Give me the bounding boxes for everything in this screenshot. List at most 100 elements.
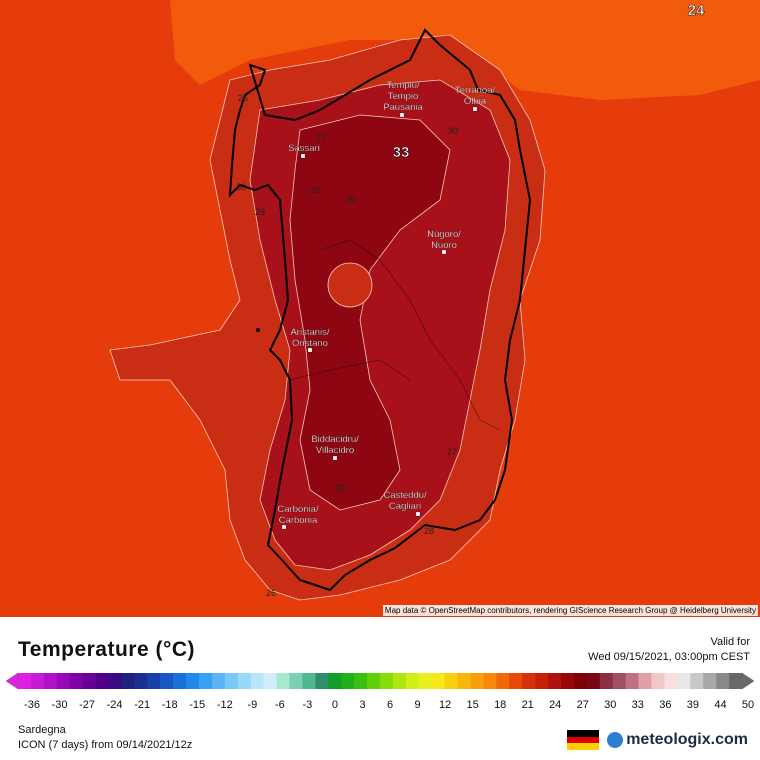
city-nuoro: Nùgoro/ Nuoro <box>427 229 461 255</box>
scale-swatch <box>211 673 226 689</box>
valid-time: Wed 09/15/2021, 03:00pm CEST <box>588 651 750 663</box>
scale-swatch <box>380 673 394 689</box>
scale-swatch <box>586 673 601 689</box>
scale-swatch <box>535 673 549 689</box>
city-marker <box>281 524 287 530</box>
scale-tick-label: -21 <box>134 699 150 710</box>
scale-tick-label: 0 <box>332 699 338 710</box>
scale-swatch <box>405 673 420 689</box>
scale-swatch <box>470 673 484 689</box>
valid-label: Valid for <box>710 636 750 648</box>
scale-tick-label: 50 <box>742 699 754 710</box>
city-label-line: Casteddu/ <box>383 490 427 501</box>
scale-swatch <box>599 673 614 689</box>
contour-label: 26 <box>238 93 248 103</box>
city-marker <box>441 249 447 255</box>
map-attribution[interactable]: Map data © OpenStreetMap contributors, r… <box>382 605 758 616</box>
contour-label: 30 <box>448 126 458 136</box>
brand-logo: meteologix.com <box>607 731 748 749</box>
scale-swatch <box>573 673 588 689</box>
scale-tick-label: -6 <box>275 699 285 710</box>
scale-tick-label: -18 <box>162 699 178 710</box>
city-label-line: Oristano <box>292 338 328 349</box>
scale-swatch <box>18 673 32 689</box>
city-villacidro: Biddacidru/ Villacidro <box>311 434 359 461</box>
city-label-line: Sassari <box>288 143 320 154</box>
scale-tick-label: 24 <box>549 699 561 710</box>
city-label-line: Olbia <box>464 96 487 107</box>
scale-swatch <box>121 673 135 689</box>
scale-swatch <box>108 673 122 689</box>
contour-label: 28 <box>424 526 434 536</box>
region-border <box>319 239 501 431</box>
scale-swatch <box>367 673 381 689</box>
scale-tick-label: 15 <box>466 699 478 710</box>
scale-tick-label: 3 <box>359 699 365 710</box>
city-label-line: Tempio <box>388 91 419 102</box>
scale-tick-label: -24 <box>107 699 123 710</box>
scale-swatch <box>703 673 717 689</box>
scale-left-arrow <box>5 672 19 690</box>
contour-label: 30 <box>335 483 345 493</box>
city-marker <box>300 153 306 159</box>
scale-tick-label: 44 <box>714 699 726 710</box>
brand-block[interactable]: meteologix.com <box>567 730 748 751</box>
contour-label: 30 <box>310 185 320 195</box>
scale-swatch <box>548 673 562 689</box>
scale-tick-label: -15 <box>189 699 205 710</box>
scale-swatch <box>690 673 704 689</box>
city-label-line: Biddacidru/ <box>311 434 359 445</box>
scale-swatch <box>302 673 316 689</box>
city-label-line: Carbonia <box>279 515 318 526</box>
scale-tick-label: -30 <box>52 699 68 710</box>
scale-swatch <box>147 673 161 689</box>
scale-swatch <box>186 673 200 689</box>
city-label-line: Nuoro <box>431 240 457 251</box>
scale-tick-label: 30 <box>604 699 616 710</box>
scale-tick-label: -36 <box>24 699 40 710</box>
scale-swatch <box>43 673 58 689</box>
scale-swatch <box>224 673 239 689</box>
scale-swatch <box>716 673 730 689</box>
temperature-map: 33 24 27 30 30 29 30 27 30 28 26 26 30 T… <box>0 0 760 617</box>
city-sassari: Sassari <box>288 143 320 159</box>
scale-swatch <box>354 673 368 689</box>
scale-swatch <box>30 673 45 689</box>
city-olbia: Terranoa/ Olbia <box>455 85 496 112</box>
scale-swatch <box>315 673 329 689</box>
city-label-line: Pausania <box>383 102 423 113</box>
city-label-line: Aristanis/ <box>290 327 329 338</box>
scale-tick-label: 36 <box>659 699 671 710</box>
germany-flag-icon <box>567 730 600 751</box>
scale-swatch <box>625 673 639 689</box>
scale-tick-label: 9 <box>414 699 420 710</box>
color-scale: -36 -30 -27 -24 -21 -18 -15 -12 -9 -6 -3 0 3 6 9 12 15 18… <box>5 672 755 710</box>
region-border <box>289 359 411 381</box>
scale-swatch <box>483 673 497 689</box>
scale-swatch <box>263 673 277 689</box>
contour-label: 30 <box>236 182 246 192</box>
region-name: Sardegna <box>18 724 66 736</box>
contour-label: 26 <box>266 588 276 598</box>
scale-swatch <box>328 673 342 689</box>
scale-swatch <box>392 673 407 689</box>
city-tempio: Tempiu/ Tempio Pausania <box>383 80 424 118</box>
scale-swatch <box>289 673 303 689</box>
city-label-line: Cagliari <box>389 501 421 512</box>
land-hottest <box>289 114 451 511</box>
scale-swatch <box>561 673 575 689</box>
model-info: ICON (7 days) from 09/14/2021/12z <box>18 739 193 751</box>
contour-label: 29 <box>255 207 265 217</box>
scale-swatch <box>199 673 213 689</box>
city-marker <box>472 106 478 112</box>
globe-icon <box>607 732 624 748</box>
city-label-line: Tempiu/ <box>386 80 420 91</box>
city-label-line: Carbònia/ <box>277 504 319 515</box>
city-cagliari: Casteddu/ Cagliari <box>383 490 427 517</box>
contour-label: 27 <box>447 447 457 457</box>
city-marker <box>307 347 313 353</box>
max-temp-label: 33 <box>393 144 410 161</box>
scale-swatch <box>612 673 626 689</box>
city-label-line: Villacidro <box>316 445 354 456</box>
scale-tick-label: 6 <box>387 699 393 710</box>
